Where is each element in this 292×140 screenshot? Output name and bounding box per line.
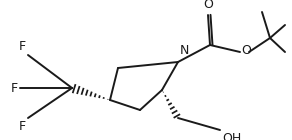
Text: N: N <box>180 44 190 57</box>
Text: OH: OH <box>222 132 241 140</box>
Text: F: F <box>11 81 18 94</box>
Text: O: O <box>241 45 251 58</box>
Text: F: F <box>19 120 26 133</box>
Text: F: F <box>19 40 26 53</box>
Text: O: O <box>203 0 213 11</box>
